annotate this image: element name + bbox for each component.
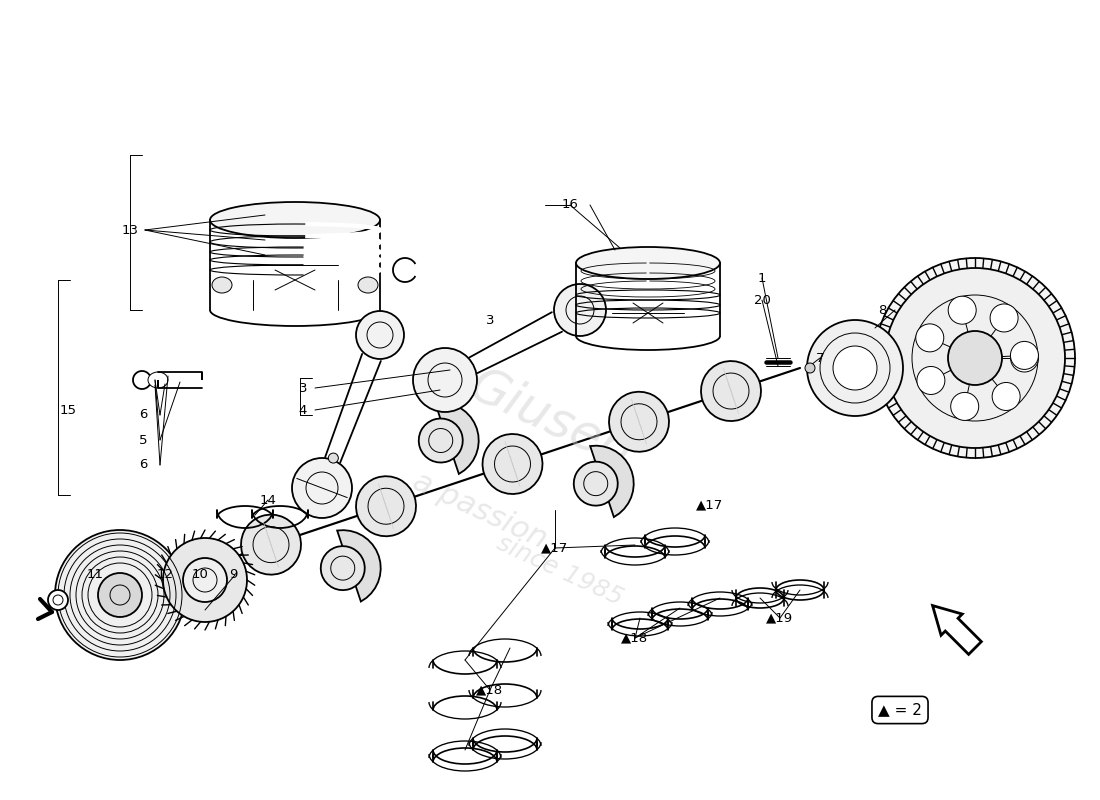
Ellipse shape: [950, 393, 979, 421]
Ellipse shape: [833, 346, 877, 390]
Ellipse shape: [210, 202, 380, 238]
Polygon shape: [933, 606, 981, 654]
Text: 20: 20: [754, 294, 770, 306]
Ellipse shape: [212, 277, 232, 293]
Text: 11: 11: [87, 569, 103, 582]
Text: 16: 16: [562, 198, 579, 211]
Ellipse shape: [55, 530, 185, 660]
Ellipse shape: [183, 558, 227, 602]
Text: ▲17: ▲17: [541, 542, 569, 554]
Text: 1: 1: [758, 271, 767, 285]
Ellipse shape: [419, 418, 463, 462]
Ellipse shape: [609, 392, 669, 452]
Ellipse shape: [356, 476, 416, 536]
Ellipse shape: [163, 538, 248, 622]
Ellipse shape: [807, 320, 903, 416]
Ellipse shape: [576, 247, 720, 279]
Text: 15: 15: [59, 403, 77, 417]
Polygon shape: [436, 402, 478, 474]
Text: ▲19: ▲19: [767, 611, 793, 625]
Polygon shape: [591, 446, 634, 517]
Text: 4: 4: [299, 403, 307, 417]
Ellipse shape: [992, 382, 1020, 410]
Text: 12: 12: [156, 569, 174, 582]
Ellipse shape: [98, 573, 142, 617]
Text: 5: 5: [139, 434, 147, 446]
Ellipse shape: [1011, 342, 1038, 370]
Text: 3: 3: [299, 382, 307, 394]
Ellipse shape: [356, 311, 404, 359]
Text: 14: 14: [260, 494, 276, 506]
Text: since 1985: since 1985: [493, 530, 627, 610]
Ellipse shape: [874, 258, 1075, 458]
Ellipse shape: [328, 453, 339, 463]
Text: 10: 10: [191, 569, 208, 582]
Ellipse shape: [805, 363, 815, 373]
Ellipse shape: [412, 348, 477, 412]
Text: 7: 7: [816, 351, 824, 365]
Ellipse shape: [886, 268, 1065, 448]
Polygon shape: [338, 530, 381, 602]
Text: 6: 6: [139, 409, 147, 422]
Ellipse shape: [574, 462, 618, 506]
Text: 8: 8: [878, 303, 887, 317]
Ellipse shape: [358, 277, 378, 293]
Text: 3: 3: [486, 314, 494, 326]
Ellipse shape: [990, 304, 1019, 332]
Ellipse shape: [948, 331, 1002, 385]
Ellipse shape: [554, 284, 606, 336]
Text: ▲18: ▲18: [621, 631, 649, 645]
Ellipse shape: [483, 434, 542, 494]
Text: 6: 6: [139, 458, 147, 471]
Ellipse shape: [321, 546, 365, 590]
Ellipse shape: [1011, 344, 1038, 372]
Text: ▲ = 2: ▲ = 2: [878, 702, 922, 718]
Ellipse shape: [292, 458, 352, 518]
Ellipse shape: [48, 590, 68, 610]
Text: 9: 9: [229, 569, 238, 582]
Ellipse shape: [916, 324, 944, 352]
Text: ▲18: ▲18: [476, 683, 504, 697]
Ellipse shape: [701, 361, 761, 421]
Text: a passion: a passion: [408, 466, 552, 554]
Text: 13: 13: [121, 223, 139, 237]
Ellipse shape: [241, 514, 301, 574]
Ellipse shape: [917, 366, 945, 394]
Text: ▲17: ▲17: [696, 498, 724, 511]
Ellipse shape: [948, 296, 976, 324]
Text: Giusep: Giusep: [462, 362, 638, 478]
